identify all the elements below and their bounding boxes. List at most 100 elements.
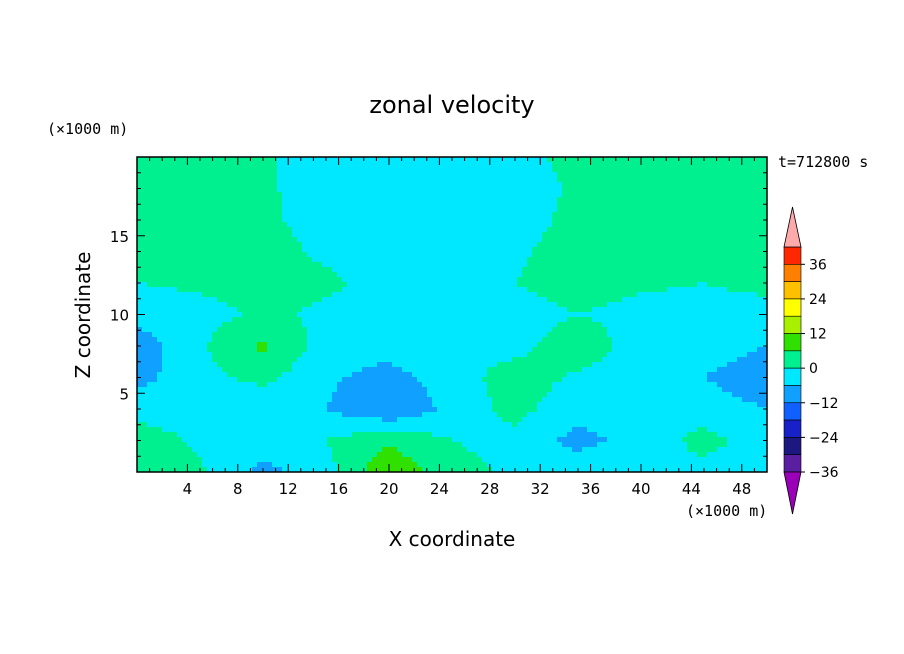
field-cell xyxy=(232,262,238,268)
field-cell xyxy=(477,292,483,298)
field-cell xyxy=(157,202,163,208)
field-cell xyxy=(502,232,508,238)
field-cell xyxy=(282,352,288,358)
field-cell xyxy=(592,242,598,248)
field-cell xyxy=(392,182,398,188)
field-cell xyxy=(602,262,608,268)
field-cell xyxy=(362,347,368,353)
field-cell xyxy=(702,177,708,183)
field-cell xyxy=(732,212,738,218)
field-cell xyxy=(747,192,753,198)
field-cell xyxy=(497,197,503,203)
field-cell xyxy=(352,312,358,318)
field-cell xyxy=(627,327,633,333)
field-cell xyxy=(382,342,388,348)
field-cell xyxy=(537,212,543,218)
field-cell xyxy=(232,222,238,228)
field-cell xyxy=(687,307,693,313)
field-cell xyxy=(442,182,448,188)
field-cell xyxy=(662,322,668,328)
field-cell xyxy=(457,257,463,263)
field-cell xyxy=(387,212,393,218)
field-cell xyxy=(297,352,303,358)
field-cell xyxy=(267,162,273,168)
field-cell xyxy=(227,327,233,333)
field-cell xyxy=(452,212,458,218)
field-cell xyxy=(547,222,553,228)
field-cell xyxy=(572,327,578,333)
field-cell xyxy=(332,342,338,348)
field-cell xyxy=(502,337,508,343)
field-cell xyxy=(142,222,148,228)
field-cell xyxy=(367,222,373,228)
field-cell xyxy=(462,182,468,188)
field-cell xyxy=(137,262,143,268)
field-cell xyxy=(427,202,433,208)
field-cell xyxy=(712,202,718,208)
field-cell xyxy=(217,222,223,228)
field-cell xyxy=(322,337,328,343)
field-cell xyxy=(707,177,713,183)
field-cell xyxy=(437,187,443,193)
field-cell xyxy=(542,157,548,163)
field-cell xyxy=(292,267,298,273)
field-cell xyxy=(562,207,568,213)
field-cell xyxy=(212,202,218,208)
field-cell xyxy=(637,302,643,308)
field-cell xyxy=(732,187,738,193)
field-cell xyxy=(467,282,473,288)
field-cell xyxy=(512,302,518,308)
field-cell xyxy=(747,187,753,193)
field-cell xyxy=(147,177,153,183)
field-cell xyxy=(242,187,248,193)
field-cell xyxy=(252,312,258,318)
field-cell xyxy=(587,222,593,228)
field-cell xyxy=(592,172,598,178)
field-cell xyxy=(382,217,388,223)
field-cell xyxy=(517,257,523,263)
field-cell xyxy=(482,257,488,263)
field-cell xyxy=(192,182,198,188)
field-cell xyxy=(757,252,763,258)
field-cell xyxy=(577,327,583,333)
field-cell xyxy=(527,177,533,183)
field-cell xyxy=(707,327,713,333)
field-cell xyxy=(202,172,208,178)
field-cell xyxy=(567,242,573,248)
field-cell xyxy=(702,327,708,333)
field-cell xyxy=(522,167,528,173)
field-cell xyxy=(472,187,478,193)
field-cell xyxy=(287,242,293,248)
field-cell xyxy=(142,292,148,298)
field-cell xyxy=(252,287,258,293)
field-cell xyxy=(497,252,503,258)
field-cell xyxy=(657,232,663,238)
field-cell xyxy=(632,257,638,263)
field-cell xyxy=(397,262,403,268)
field-cell xyxy=(302,197,308,203)
field-cell xyxy=(257,177,263,183)
field-cell xyxy=(257,182,263,188)
field-cell xyxy=(332,227,338,233)
field-cell xyxy=(762,237,768,243)
field-cell xyxy=(272,347,278,353)
field-cell xyxy=(182,332,188,338)
field-cell xyxy=(622,207,628,213)
field-cell xyxy=(557,332,563,338)
field-cell xyxy=(562,257,568,263)
field-cell xyxy=(267,312,273,318)
field-cell xyxy=(427,187,433,193)
field-cell xyxy=(267,192,273,198)
field-cell xyxy=(197,187,203,193)
field-cell xyxy=(537,307,543,313)
field-cell xyxy=(152,322,158,328)
field-cell xyxy=(707,332,713,338)
field-cell xyxy=(597,347,603,353)
field-cell xyxy=(557,322,563,328)
field-cell xyxy=(507,232,513,238)
field-cell xyxy=(202,197,208,203)
field-cell xyxy=(732,327,738,333)
field-cell xyxy=(597,257,603,263)
field-cell xyxy=(577,192,583,198)
field-cell xyxy=(172,222,178,228)
